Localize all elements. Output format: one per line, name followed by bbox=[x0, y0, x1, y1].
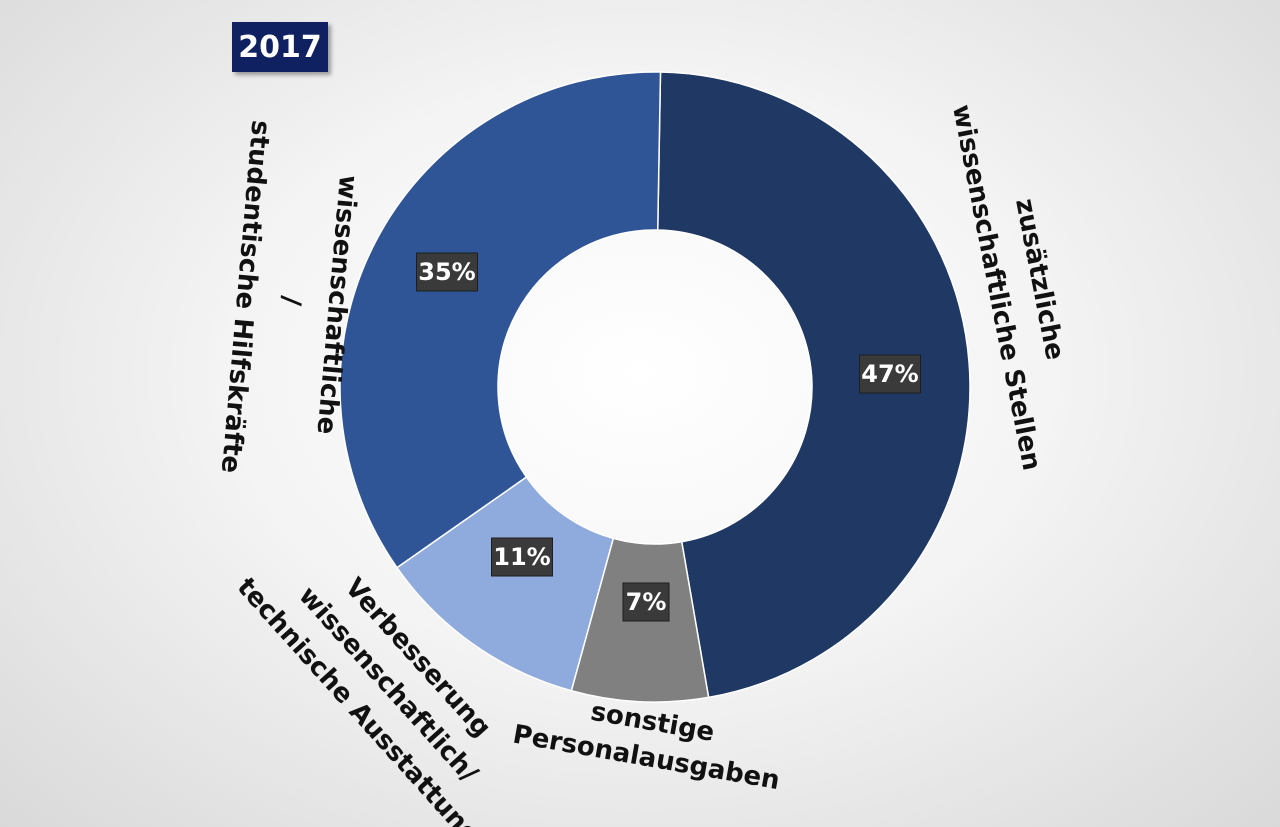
data-label-text: 11% bbox=[493, 543, 550, 571]
data-label-box bbox=[491, 537, 553, 577]
category-label-line: studentische Hilfskräfte bbox=[215, 119, 276, 474]
data-label: 7% bbox=[622, 582, 670, 622]
data-label-text: 47% bbox=[861, 360, 918, 388]
data-label: 11% bbox=[491, 537, 553, 577]
donut-slice bbox=[339, 71, 662, 569]
data-label: 47% bbox=[859, 354, 921, 394]
data-label-text: 7% bbox=[626, 588, 667, 616]
donut-slice bbox=[656, 71, 971, 699]
data-label-box bbox=[416, 252, 478, 292]
data-label: 35% bbox=[416, 252, 478, 292]
category-label-line: / bbox=[276, 295, 307, 308]
data-label-box bbox=[622, 582, 670, 622]
data-label-box bbox=[859, 354, 921, 394]
year-badge: 2017 bbox=[232, 22, 328, 72]
data-label-text: 35% bbox=[418, 258, 475, 286]
